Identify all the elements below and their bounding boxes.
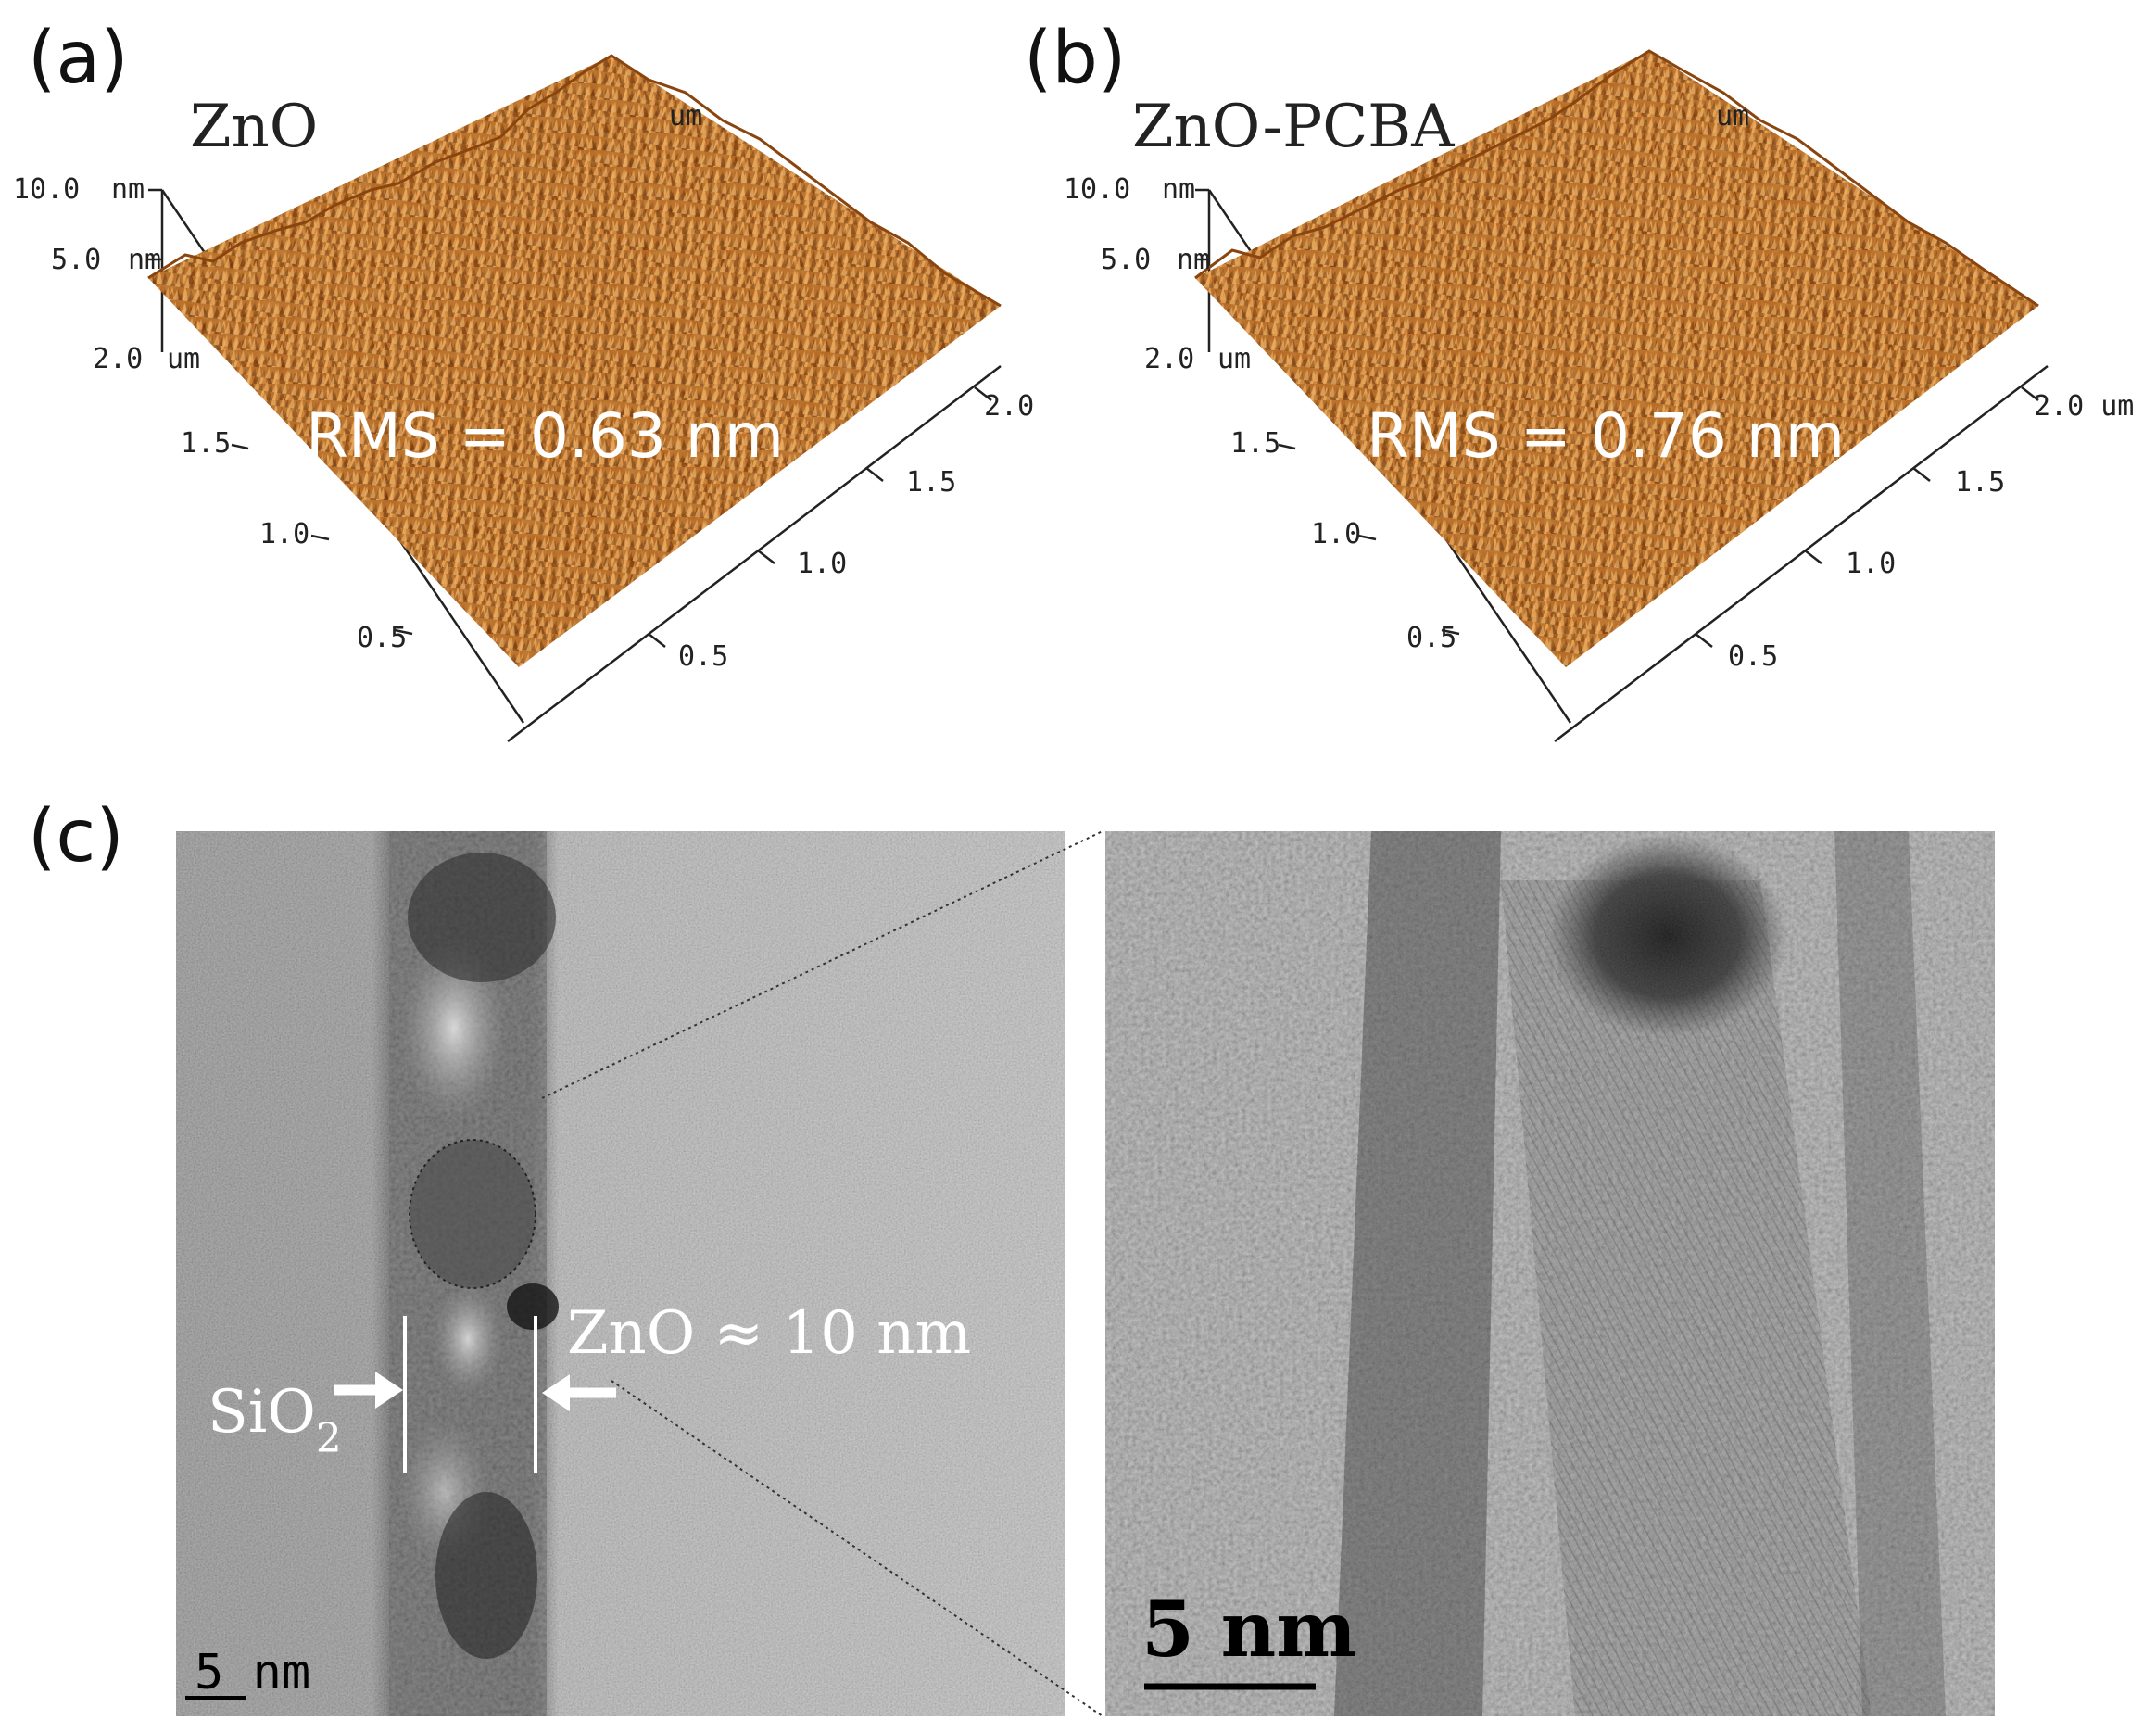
a-z-unit-1: nm bbox=[111, 173, 145, 206]
b-right-tick-0-5: 0.5 bbox=[1728, 640, 1778, 673]
a-top-unit: um bbox=[669, 100, 702, 133]
panel-b-title: ZnO-PCBA bbox=[1132, 93, 1455, 161]
tem-right-image: 5 nm bbox=[1105, 831, 1995, 1716]
a-z-tick-10: 10.0 bbox=[13, 173, 80, 206]
a-rms-label: RMS = 0.63 nm bbox=[306, 400, 784, 472]
a-z-tick-5: 5.0 bbox=[51, 244, 101, 276]
b-right-tick-1-5: 1.5 bbox=[1955, 466, 2005, 499]
b-left-axis-top: 2.0 bbox=[1144, 343, 1194, 375]
a-z-unit-2: nm bbox=[128, 244, 161, 276]
b-top-unit: um bbox=[1716, 100, 1749, 133]
panel-c-label: (c) bbox=[28, 795, 124, 879]
a-left-tick-1-0: 1.0 bbox=[259, 518, 309, 550]
b-right-tick-2-0: 2.0 um bbox=[2034, 390, 2134, 423]
b-left-tick-1-0: 1.0 bbox=[1311, 518, 1361, 550]
a-right-tick-2-0: 2.0 bbox=[984, 390, 1034, 423]
b-z-tick-10: 10.0 bbox=[1064, 173, 1130, 206]
a-left-tick-0-5: 0.5 bbox=[357, 622, 407, 654]
b-z-unit-1: nm bbox=[1162, 173, 1195, 206]
a-right-tick-1-0: 1.0 bbox=[797, 548, 847, 580]
b-z-tick-5: 5.0 bbox=[1101, 244, 1151, 276]
a-left-axis-top: 2.0 bbox=[93, 343, 143, 375]
scalebar-right-label: 5 nm bbox=[1141, 1586, 1356, 1675]
a-left-axis-unit: um bbox=[167, 343, 200, 375]
panel-b-label: (b) bbox=[1024, 17, 1127, 100]
panel-a-title: ZnO bbox=[190, 93, 319, 161]
b-left-tick-1-5: 1.5 bbox=[1230, 427, 1280, 460]
a-right-tick-1-5: 1.5 bbox=[906, 466, 956, 499]
a-right-tick-0-5: 0.5 bbox=[678, 640, 728, 673]
b-right-tick-1-0: 1.0 bbox=[1846, 548, 1896, 580]
b-left-axis-unit: um bbox=[1217, 343, 1251, 375]
tem-left-image: SiO2 ZnO ≈ 10 nm 5 nm bbox=[176, 830, 1103, 1717]
b-z-unit-2: nm bbox=[1177, 244, 1210, 276]
afm-panel-b: 10.0 nm 5.0 nm 2.0 um 1.5 1.0 0.5 2.0 um… bbox=[1064, 49, 2134, 742]
panel-a-label: (a) bbox=[28, 17, 129, 100]
b-left-tick-0-5: 0.5 bbox=[1406, 622, 1456, 654]
afm-panel-a: 10.0 nm 5.0 nm 2.0 um 1.5 1.0 0.5 2.0 1.… bbox=[13, 54, 1034, 742]
a-left-tick-1-5: 1.5 bbox=[181, 427, 231, 460]
scalebar-left-label: 5 nm bbox=[195, 1645, 310, 1700]
b-rms-label: RMS = 0.76 nm bbox=[1367, 400, 1845, 472]
sio2-label: SiO2 bbox=[208, 1378, 342, 1462]
zno-thickness-label: ZnO ≈ 10 nm bbox=[567, 1299, 971, 1368]
